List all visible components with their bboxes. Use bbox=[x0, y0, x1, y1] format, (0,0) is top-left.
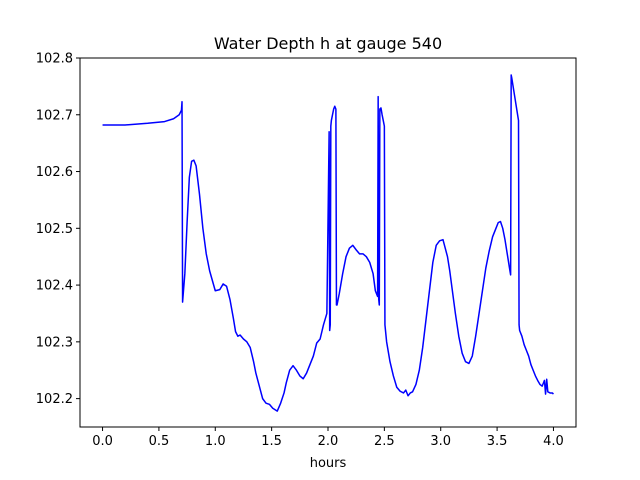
y-tick-label: 102.7 bbox=[36, 108, 73, 123]
y-tick-label: 102.6 bbox=[36, 165, 73, 180]
y-tick-label: 102.8 bbox=[36, 52, 73, 67]
y-tick-label: 102.2 bbox=[36, 392, 73, 407]
y-tick-label: 102.4 bbox=[36, 279, 73, 294]
y-tick-label: 102.5 bbox=[36, 222, 73, 237]
x-tick-label: 1.5 bbox=[261, 434, 282, 449]
x-tick-label: 2.5 bbox=[374, 434, 395, 449]
x-tick-label: 2.0 bbox=[318, 434, 339, 449]
x-axis-label: hours bbox=[310, 456, 347, 471]
x-tick-label: 1.0 bbox=[205, 434, 226, 449]
x-tick-label: 0.5 bbox=[149, 434, 170, 449]
x-tick-label: 0.0 bbox=[92, 434, 113, 449]
x-tick-label: 3.5 bbox=[487, 434, 508, 449]
chart-title: Water Depth h at gauge 540 bbox=[214, 34, 442, 53]
y-tick-label: 102.3 bbox=[36, 335, 73, 350]
x-tick-label: 4.0 bbox=[543, 434, 564, 449]
x-tick-label: 3.0 bbox=[430, 434, 451, 449]
series-line-0 bbox=[102, 74, 554, 412]
